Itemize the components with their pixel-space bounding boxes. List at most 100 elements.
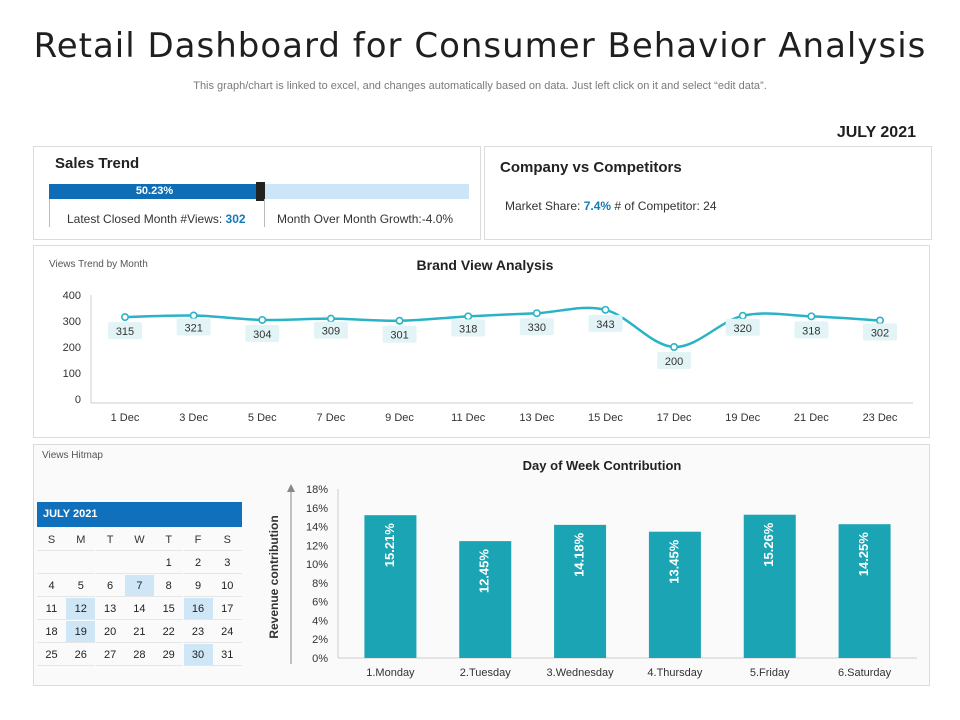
x-tick-label: 1 Dec [111, 412, 140, 424]
calendar-day-cell[interactable]: 16 [183, 598, 213, 620]
data-label-bg [382, 325, 417, 343]
data-label: 318 [802, 325, 820, 337]
competitor-count-label: # of Competitor: [614, 199, 700, 213]
data-label-group: 304 [245, 324, 280, 342]
calendar-day-cell[interactable]: 27 [95, 644, 125, 666]
sales-progress-handle [255, 182, 265, 201]
calendar-day-cell[interactable]: 1 [154, 552, 184, 574]
page-subtitle: This graph/chart is linked to excel, and… [193, 80, 767, 92]
calendar-day-cell[interactable]: 22 [154, 621, 184, 643]
calendar-day-cell[interactable]: 19 [66, 621, 96, 643]
x-tick-label: 19 Dec [725, 412, 760, 424]
calendar-day-cell[interactable]: 12 [66, 598, 96, 620]
calendar-day-cell[interactable]: 17 [212, 598, 242, 620]
x-tick-label: 4.Thursday [647, 667, 703, 679]
data-label-bg [451, 319, 486, 337]
calendar-day-cell [37, 552, 66, 574]
data-label-group: 321 [176, 318, 211, 336]
y-tick-label: 16% [306, 503, 328, 515]
calendar-day-cell[interactable]: 13 [95, 598, 125, 620]
bar-chart-title: Day of Week Contribution [523, 458, 682, 473]
calendar-day-cell[interactable]: 24 [212, 621, 242, 643]
calendar-day-cell[interactable]: 11 [37, 598, 66, 620]
calendar-day-cell[interactable]: 10 [212, 575, 242, 597]
data-label-bg [245, 324, 280, 342]
calendar-day-cell[interactable]: 21 [124, 621, 154, 643]
y-tick-label: 300 [63, 316, 81, 328]
calendar-month-header: JULY 2021 [37, 502, 242, 527]
calendar-dow-header: S [37, 529, 66, 551]
mom-growth-text: Month Over Month Growth:-4.0% [277, 212, 454, 226]
calendar-day-cell[interactable]: 23 [183, 621, 213, 643]
y-tick-label: 2% [312, 634, 328, 646]
data-point [601, 305, 610, 314]
calendar-day-cell[interactable]: 26 [66, 644, 96, 666]
calendar-day-cell[interactable]: 31 [212, 644, 242, 666]
calendar-day-cell[interactable]: 6 [95, 575, 125, 597]
market-share-label: Market Share: [505, 199, 581, 213]
data-label: 302 [871, 327, 889, 339]
calendar-day-cell[interactable]: 4 [37, 575, 66, 597]
data-label: 330 [528, 322, 546, 334]
competitors-panel [484, 146, 932, 240]
calendar-day-cell[interactable]: 8 [154, 575, 184, 597]
bar-value-label: 15.21% [382, 523, 397, 568]
x-tick-label: 1.Monday [366, 667, 415, 679]
y-tick-label: 200 [63, 342, 81, 354]
calendar-day-cell[interactable]: 30 [183, 644, 213, 666]
y-tick-label: 100 [63, 368, 81, 380]
x-tick-label: 17 Dec [657, 412, 692, 424]
calendar-day-cell [95, 552, 125, 574]
data-label: 309 [322, 326, 340, 338]
data-label: 321 [184, 323, 202, 335]
data-label-group: 200 [657, 352, 692, 369]
data-label: 304 [253, 329, 271, 341]
bar [648, 531, 701, 658]
data-point [670, 342, 679, 351]
x-tick-label: 13 Dec [519, 412, 554, 424]
data-point [395, 316, 404, 325]
market-share-value: 7.4% [583, 199, 612, 213]
data-label: 301 [390, 330, 408, 342]
calendar-day-cell[interactable]: 29 [154, 644, 184, 666]
calendar-day-cell[interactable]: 28 [124, 644, 154, 666]
data-point [258, 315, 267, 324]
data-label-group: 318 [794, 321, 829, 339]
y-tick-label: 0% [312, 653, 328, 665]
data-label-group: 309 [313, 321, 348, 339]
calendar-day-cell[interactable]: 14 [124, 598, 154, 620]
bar [838, 524, 891, 658]
calendar-dow-header: S [212, 529, 242, 551]
calendar-dow-header: M [66, 529, 96, 551]
bar-value-label: 12.45% [477, 549, 492, 594]
report-month: JULY 2021 [836, 124, 916, 141]
y-axis-arrowhead [287, 484, 295, 492]
calendar-dow-header: T [95, 529, 125, 551]
calendar-day-cell[interactable]: 9 [183, 575, 213, 597]
latest-views-label: Latest Closed Month #Views: [67, 212, 223, 226]
calendar-day-cell[interactable]: 18 [37, 621, 66, 643]
data-label: 315 [116, 326, 134, 338]
calendar-day-cell[interactable]: 15 [154, 598, 184, 620]
bar [364, 515, 417, 658]
sales-divider-mid [264, 199, 265, 227]
calendar-day-cell[interactable]: 7 [124, 575, 154, 597]
page-title: Retail Dashboard for Consumer Behavior A… [33, 26, 927, 66]
calendar-day-cell[interactable]: 25 [37, 644, 66, 666]
data-label: 318 [459, 323, 477, 335]
y-tick-label: 6% [312, 597, 328, 609]
data-label: 200 [665, 356, 683, 368]
latest-views-text: Latest Closed Month #Views: 302 [67, 212, 246, 226]
calendar-day-cell[interactable]: 2 [183, 552, 213, 574]
calendar-day-cell[interactable]: 5 [66, 575, 96, 597]
data-point [189, 311, 198, 320]
calendar-day-cell[interactable]: 3 [212, 552, 242, 574]
data-label-bg [176, 318, 211, 336]
x-tick-label: 7 Dec [317, 412, 346, 424]
bar-value-label: 15.26% [761, 522, 776, 567]
data-label-bg [863, 323, 897, 341]
calendar-day-cell[interactable]: 20 [95, 621, 125, 643]
market-share-text: Market Share: 7.4% # of Competitor: 24 [505, 199, 717, 213]
data-label-group: 330 [519, 318, 554, 336]
bar [743, 514, 796, 658]
